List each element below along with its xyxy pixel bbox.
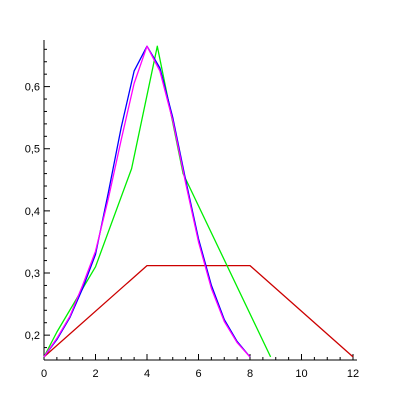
x-tick-label: 0 xyxy=(41,368,47,380)
y-tick-label: 0,6 xyxy=(25,82,40,94)
ticks xyxy=(43,48,354,361)
x-tick-label: 2 xyxy=(92,368,98,380)
x-tick-label: 4 xyxy=(144,368,150,380)
x-tick-label: 12 xyxy=(347,368,359,380)
y-tick-label: 0,3 xyxy=(25,268,40,280)
trapezoid-series-line xyxy=(43,264,354,358)
tick-labels: 0 2 4 6 8 10 12 0,2 0,3 0,4 0,5 0,6 xyxy=(25,82,359,380)
y-tick-label: 0,4 xyxy=(25,206,40,218)
x-tick-label: 10 xyxy=(295,368,307,380)
green-series-line xyxy=(43,45,272,358)
series-lines xyxy=(43,45,354,358)
axes xyxy=(43,40,357,361)
x-tick-label: 6 xyxy=(195,368,201,380)
y-tick-label: 0,5 xyxy=(25,144,40,156)
y-tick-label: 0,2 xyxy=(25,330,40,342)
magenta-series-line xyxy=(43,45,251,358)
x-tick-label: 8 xyxy=(247,368,253,380)
